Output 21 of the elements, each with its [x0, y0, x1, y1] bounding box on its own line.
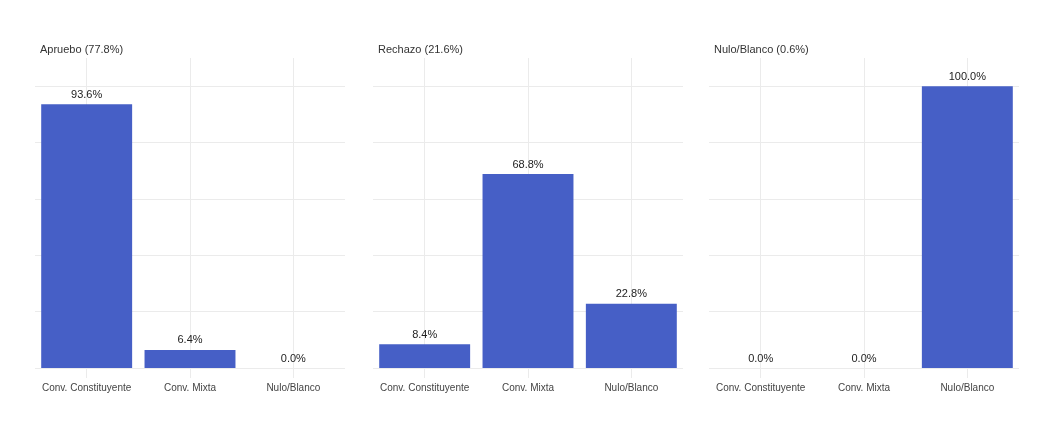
data-label: 93.6% — [71, 87, 103, 100]
x-tick-label: Conv. Constituyente — [716, 381, 806, 393]
chart-title: Nulo/Blanco (0.6%) — [714, 42, 809, 55]
data-label: 68.8% — [512, 157, 544, 170]
data-label: 6.4% — [177, 333, 203, 346]
data-label: 22.8% — [615, 287, 648, 300]
data-label: 100.0% — [948, 69, 987, 82]
data-label: 0.0% — [280, 351, 307, 364]
data-label: 0.0% — [851, 351, 877, 364]
chart-title: Apruebo (77.8%) — [40, 42, 124, 55]
x-tick-label: Conv. Mixta — [501, 381, 555, 393]
x-tick-label: Nulo/Blanco — [604, 381, 659, 393]
x-tick-label: Nulo/Blanco — [940, 381, 995, 393]
x-tick-label: Conv. Constituyente — [42, 381, 132, 393]
x-tick-label: Conv. Mixta — [163, 381, 217, 393]
x-tick-label: Nulo/Blanco — [266, 381, 321, 393]
x-tick-label: Conv. Mixta — [837, 381, 891, 393]
x-tick-label: Conv. Constituyente — [380, 381, 470, 393]
data-label: 8.4% — [412, 327, 438, 340]
chart-title: Rechazo (21.6%) — [378, 42, 463, 55]
data-label: 0.0% — [748, 351, 774, 364]
